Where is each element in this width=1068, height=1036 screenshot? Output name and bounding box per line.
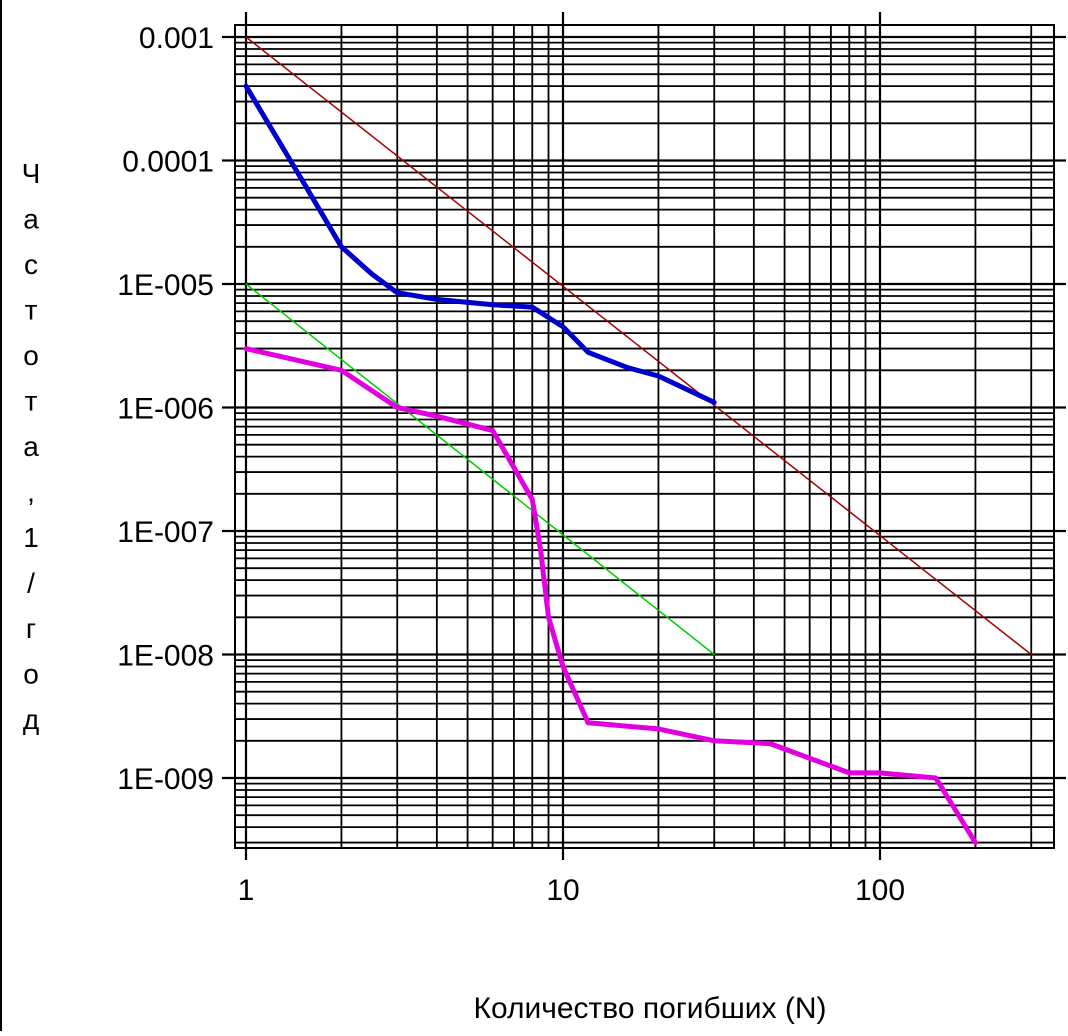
x-axis-label: Количество погибших (N) — [473, 992, 826, 1025]
y-axis-label-char: / — [27, 568, 35, 599]
grid-lines — [222, 12, 1066, 860]
tick-labels: 0.001 0.0001 1E-005 1E-006 1E-007 1E-008 1E-00… — [117, 22, 905, 907]
window-left-border — [0, 0, 2, 1031]
y-tick-label: 1E-009 — [117, 763, 214, 796]
y-axis-label-char: о — [23, 340, 39, 371]
series-line-3 — [243, 83, 717, 405]
y-tick-label: 0.001 — [139, 22, 214, 55]
x-tick-label: 100 — [855, 874, 905, 907]
y-tick-label: 1E-007 — [117, 516, 214, 549]
y-axis-label-char: Ч — [22, 158, 41, 189]
y-axis-label-char: а — [23, 204, 39, 235]
y-tick-label: 1E-006 — [117, 393, 214, 426]
y-tick-label: 1E-008 — [117, 640, 214, 673]
series-line-2 — [245, 283, 715, 656]
plot-border — [234, 24, 1055, 849]
y-axis-label-char: г — [26, 613, 36, 644]
series-line-1 — [245, 36, 1032, 656]
y-tick-label: 1E-005 — [117, 269, 214, 302]
y-axis-label-char: о — [23, 659, 39, 690]
y-axis-label-char: , — [27, 477, 35, 508]
y-axis-label-char: д — [23, 704, 39, 735]
y-axis-label-char: с — [24, 249, 38, 280]
y-tick-label: 0.0001 — [122, 146, 214, 179]
data-series — [243, 36, 1032, 846]
x-tick-label: 1 — [238, 874, 255, 907]
series-line-4 — [243, 346, 978, 846]
y-axis-label-char: т — [25, 295, 38, 326]
y-axis-label-char: т — [25, 386, 38, 417]
y-axis-label-char: 1 — [23, 522, 39, 553]
y-axis-label-char: а — [23, 431, 39, 462]
x-tick-label: 10 — [546, 874, 579, 907]
